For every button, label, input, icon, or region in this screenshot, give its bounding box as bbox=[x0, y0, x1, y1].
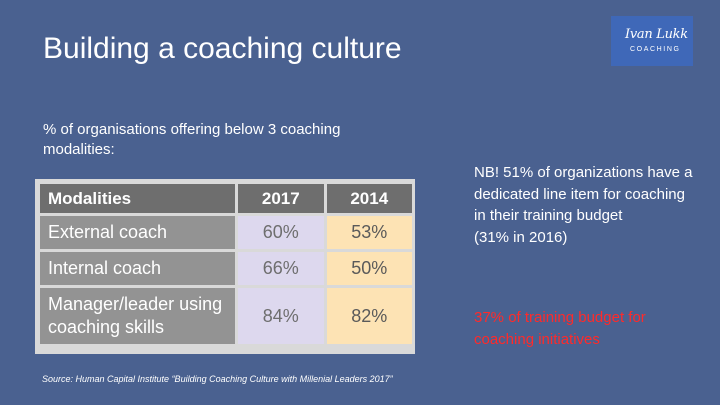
cell-2017: 84% bbox=[238, 288, 324, 344]
header-modalities: Modalities bbox=[40, 184, 236, 213]
table-row: External coach 60% 53% bbox=[40, 216, 412, 249]
modalities-table-frame: Modalities 2017 2014 External coach 60% … bbox=[35, 179, 415, 354]
cell-2017: 66% bbox=[238, 252, 324, 285]
cell-2014: 82% bbox=[326, 288, 412, 344]
nb-note-paren: (31% in 2016) bbox=[474, 228, 568, 246]
cell-2014: 53% bbox=[326, 216, 412, 249]
slide-title: Building a coaching culture bbox=[43, 32, 402, 65]
cell-modality: External coach bbox=[40, 216, 236, 249]
cell-modality: Manager/leader using coaching skills bbox=[40, 288, 236, 344]
table-caption: % of organisations offering below 3 coac… bbox=[43, 121, 341, 158]
nb-note-main: NB! 51% of organizations have a dedicate… bbox=[474, 164, 693, 224]
brand-logo: Ivan Lukk COACHING bbox=[611, 16, 693, 66]
cell-2017: 60% bbox=[238, 216, 324, 249]
table-header-row: Modalities 2017 2014 bbox=[40, 184, 412, 213]
logo-signature: Ivan Lukk bbox=[625, 27, 688, 42]
nb-note: NB! 51% of organizations have a dedicate… bbox=[474, 162, 699, 248]
budget-note: 37% of training budget for coaching init… bbox=[474, 309, 646, 348]
cell-modality: Internal coach bbox=[40, 252, 236, 285]
header-2017: 2017 bbox=[238, 184, 324, 213]
header-2014: 2014 bbox=[326, 184, 412, 213]
modalities-table: Modalities 2017 2014 External coach 60% … bbox=[37, 181, 415, 347]
cell-2014: 50% bbox=[326, 252, 412, 285]
logo-subtitle: COACHING bbox=[630, 46, 681, 53]
table-row: Manager/leader using coaching skills 84%… bbox=[40, 288, 412, 344]
source-citation: Source: Human Capital Institute “Buildin… bbox=[42, 374, 393, 384]
table-row: Internal coach 66% 50% bbox=[40, 252, 412, 285]
